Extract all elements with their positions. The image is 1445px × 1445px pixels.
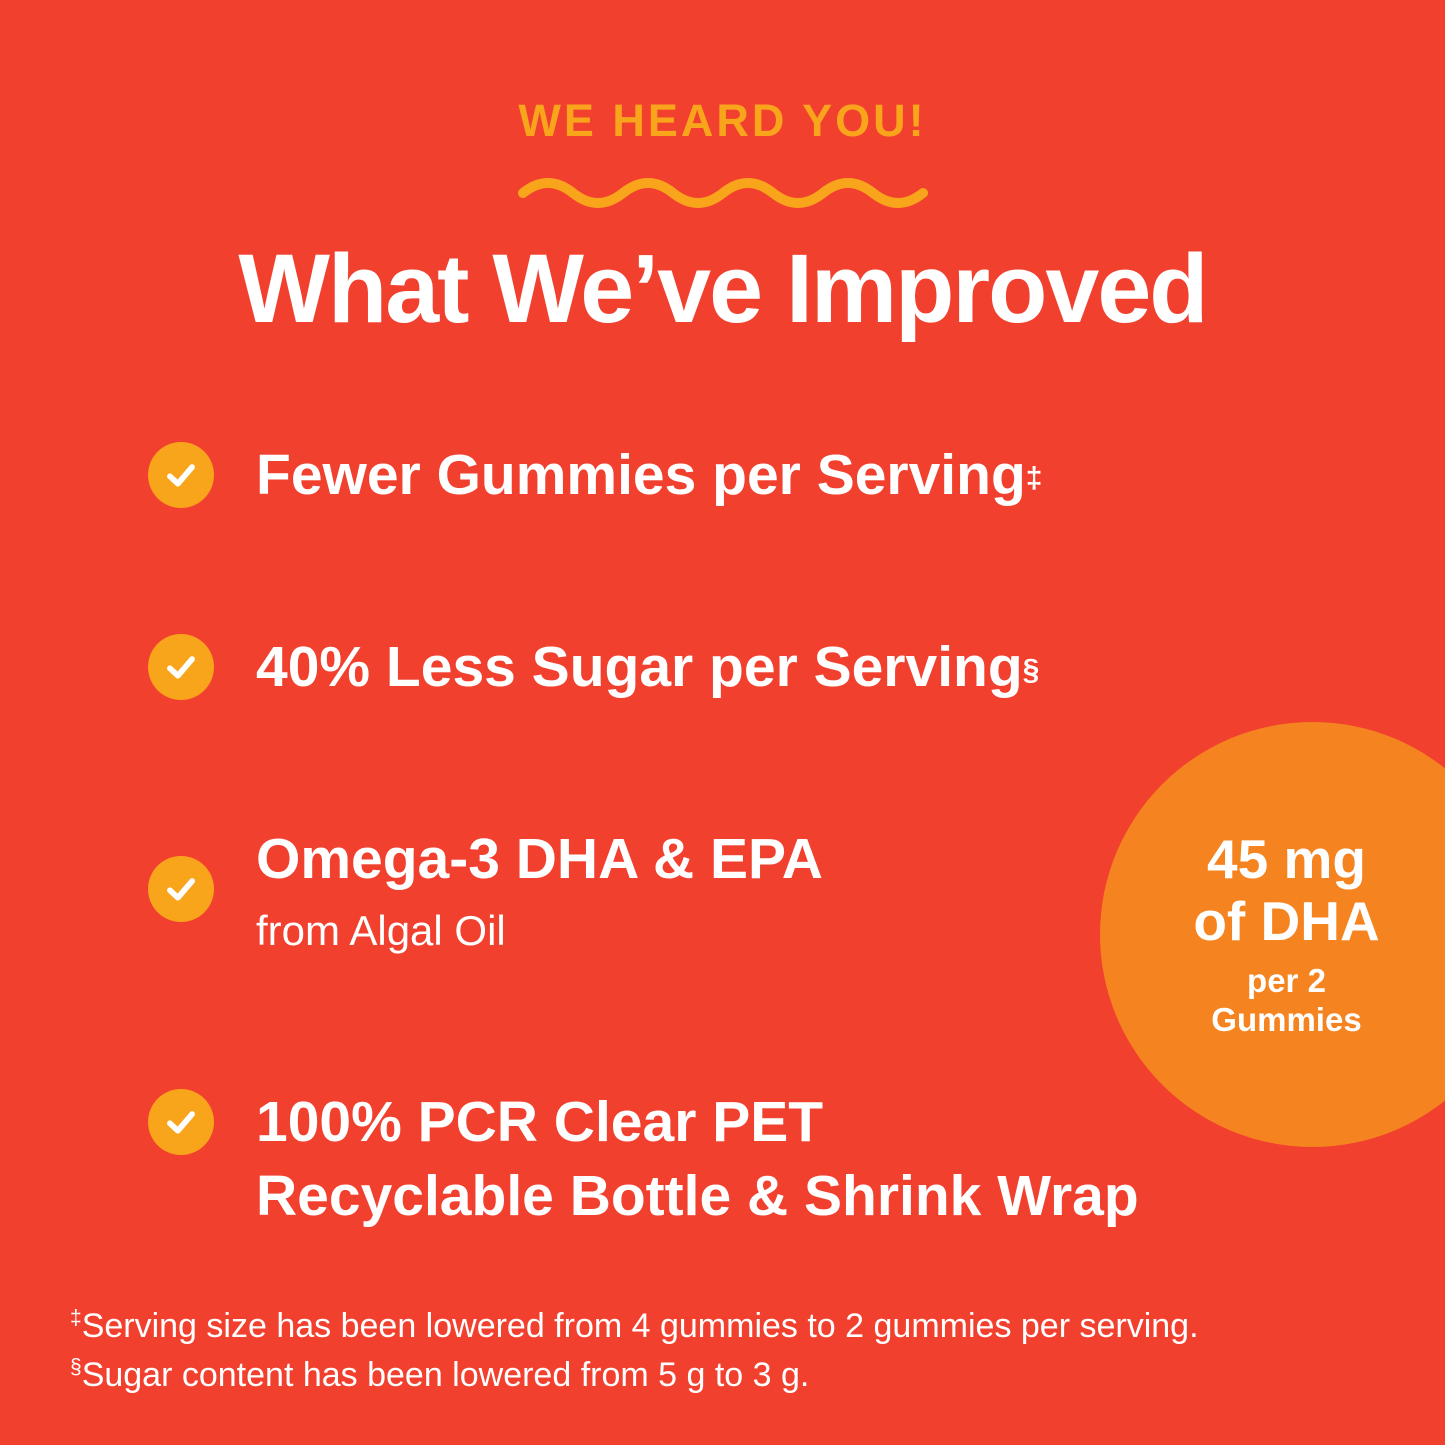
footnote-marker-dagger: ‡ — [70, 1306, 82, 1330]
checklist-item-less-sugar: 40% Less Sugar per Serving§ — [148, 630, 1039, 704]
item-subtitle: from Algal Oil — [256, 907, 506, 955]
checklist-item-fewer-gummies: Fewer Gummies per Serving‡ — [148, 438, 1042, 512]
footnote-marker-section: § — [1022, 653, 1040, 687]
checklist-item-omega3: Omega-3 DHA & EPA from Algal Oil — [148, 822, 823, 956]
check-icon — [148, 634, 214, 701]
footnote-sugar-content: §Sugar content has been lowered from 5 g… — [70, 1351, 1199, 1400]
eyebrow-text: WE HEARD YOU! — [518, 95, 927, 146]
item-title: 40% Less Sugar per Serving — [256, 635, 1023, 699]
badge-nutrient: of DHA — [1193, 889, 1380, 952]
item-title: Omega-3 DHA & EPA — [256, 827, 823, 891]
check-icon — [148, 856, 214, 923]
item-title: Fewer Gummies per Serving — [256, 443, 1026, 507]
badge-amount: 45 mg — [1207, 827, 1366, 890]
item-title-line2: Recyclable Bottle & Shrink Wrap — [256, 1164, 1139, 1229]
checklist-item-recyclable-bottle: 100% PCR Clear PET Recyclable Bottle & S… — [148, 1085, 1139, 1233]
item-text: 40% Less Sugar per Serving§ — [256, 630, 1039, 704]
badge-per-line2: Gummies — [1211, 1001, 1362, 1039]
page-title: What We’ve Improved — [238, 234, 1208, 343]
item-title-line1: 100% PCR Clear PET — [256, 1090, 824, 1154]
check-icon — [148, 442, 214, 509]
footnote-text: Serving size has been lowered from 4 gum… — [81, 1307, 1199, 1345]
item-text: 100% PCR Clear PET Recyclable Bottle & S… — [256, 1085, 1139, 1233]
squiggle-underline-icon — [517, 178, 928, 208]
item-text: Fewer Gummies per Serving‡ — [256, 438, 1042, 512]
badge-per-line1: per 2 — [1247, 962, 1326, 1000]
dha-amount-badge: 45 mg of DHA per 2 Gummies — [1100, 722, 1445, 1147]
footnote-marker-dagger: ‡ — [1025, 461, 1043, 495]
check-icon — [148, 1089, 214, 1155]
item-text: Omega-3 DHA & EPA from Algal Oil — [256, 822, 823, 956]
footnote-marker-section: § — [70, 1355, 82, 1379]
footnotes: ‡Serving size has been lowered from 4 gu… — [70, 1302, 1199, 1401]
footnote-text: Sugar content has been lowered from 5 g … — [81, 1356, 810, 1395]
footnote-serving-size: ‡Serving size has been lowered from 4 gu… — [70, 1302, 1199, 1351]
dha-badge-text: 45 mg of DHA per 2 Gummies — [1193, 827, 1380, 1040]
